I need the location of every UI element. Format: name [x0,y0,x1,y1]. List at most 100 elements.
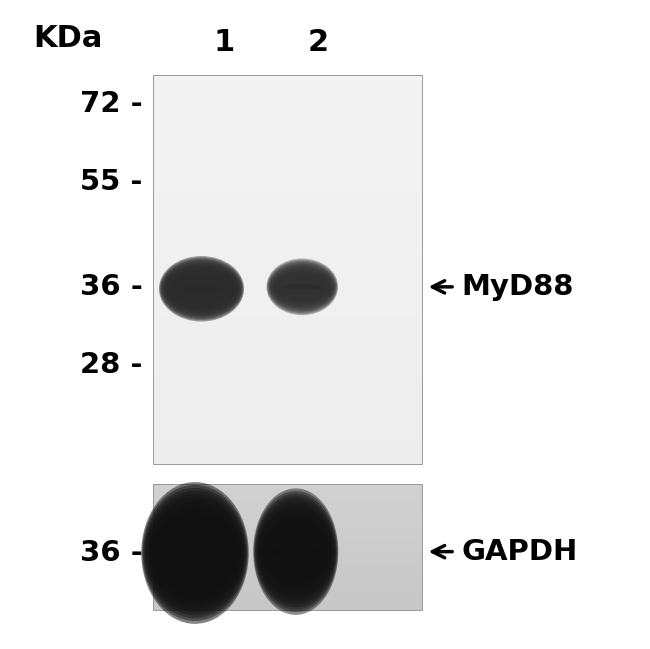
Bar [153,215,422,223]
Bar [153,600,422,602]
Ellipse shape [159,256,244,321]
Bar [153,410,422,417]
Ellipse shape [274,273,331,301]
Ellipse shape [261,520,330,583]
Bar [153,511,422,514]
Ellipse shape [268,263,336,310]
Ellipse shape [255,496,336,607]
Bar [153,176,422,184]
Ellipse shape [146,500,244,606]
Bar [153,145,422,153]
Bar [153,269,422,277]
Bar [153,489,422,491]
Bar [153,339,422,347]
Ellipse shape [273,271,332,302]
Ellipse shape [164,265,239,312]
Ellipse shape [151,517,239,589]
Ellipse shape [267,260,337,314]
Ellipse shape [161,259,242,319]
Bar [153,562,422,565]
Ellipse shape [266,258,338,315]
Bar [153,585,422,587]
Ellipse shape [259,512,332,591]
Bar [153,238,422,246]
Bar [153,114,422,121]
Bar [153,230,422,238]
Bar [153,501,422,504]
Text: 1: 1 [214,28,235,56]
Text: 28 -: 28 - [81,350,143,379]
Ellipse shape [168,275,235,302]
Bar [153,75,422,464]
Ellipse shape [146,496,244,609]
Text: 2: 2 [308,28,329,56]
Bar [153,572,422,574]
Ellipse shape [256,499,335,604]
Bar [153,524,422,526]
Bar [153,484,422,486]
Bar [153,316,422,324]
Bar [153,587,422,590]
Bar [153,546,422,549]
Bar [153,580,422,582]
Ellipse shape [163,264,240,313]
Bar [153,539,422,542]
Bar [153,324,422,332]
Text: 36 -: 36 - [80,273,143,301]
Bar [153,534,422,537]
Bar [153,486,422,489]
Bar [153,355,422,363]
Ellipse shape [254,491,337,612]
Ellipse shape [166,546,224,560]
Bar [153,605,422,607]
Bar [153,394,422,402]
Bar [153,199,422,207]
Ellipse shape [148,506,242,600]
Bar [153,246,422,254]
Ellipse shape [150,511,240,594]
Text: 36 -: 36 - [80,539,143,567]
Ellipse shape [166,269,237,308]
Bar [153,184,422,191]
Bar [153,574,422,577]
Ellipse shape [270,265,335,308]
Bar [153,602,422,605]
Bar [153,371,422,378]
Ellipse shape [268,261,337,313]
Bar [153,557,422,559]
Ellipse shape [166,271,237,306]
Bar [153,285,422,293]
Bar [153,277,422,285]
Ellipse shape [154,526,236,580]
Bar [153,554,422,557]
Ellipse shape [160,258,243,320]
Bar [153,262,422,269]
Bar [153,308,422,316]
Bar [153,526,422,529]
Bar [153,160,422,168]
Bar [153,545,422,546]
Text: 55 -: 55 - [81,167,143,196]
Bar [153,121,422,129]
Bar [153,98,422,106]
Bar [153,593,422,595]
Ellipse shape [162,263,240,315]
Bar [153,433,422,441]
Bar [153,517,422,519]
Ellipse shape [143,488,247,618]
Bar [153,293,422,300]
Bar [153,106,422,114]
Ellipse shape [270,267,334,307]
Bar [153,532,422,534]
Ellipse shape [272,270,332,304]
Bar [153,153,422,160]
Bar [153,522,422,524]
Ellipse shape [168,274,235,304]
Bar [153,506,422,509]
Bar [153,484,422,610]
Ellipse shape [161,260,242,317]
Ellipse shape [162,262,241,316]
Bar [153,254,422,262]
Bar [153,514,422,517]
Ellipse shape [164,267,239,311]
